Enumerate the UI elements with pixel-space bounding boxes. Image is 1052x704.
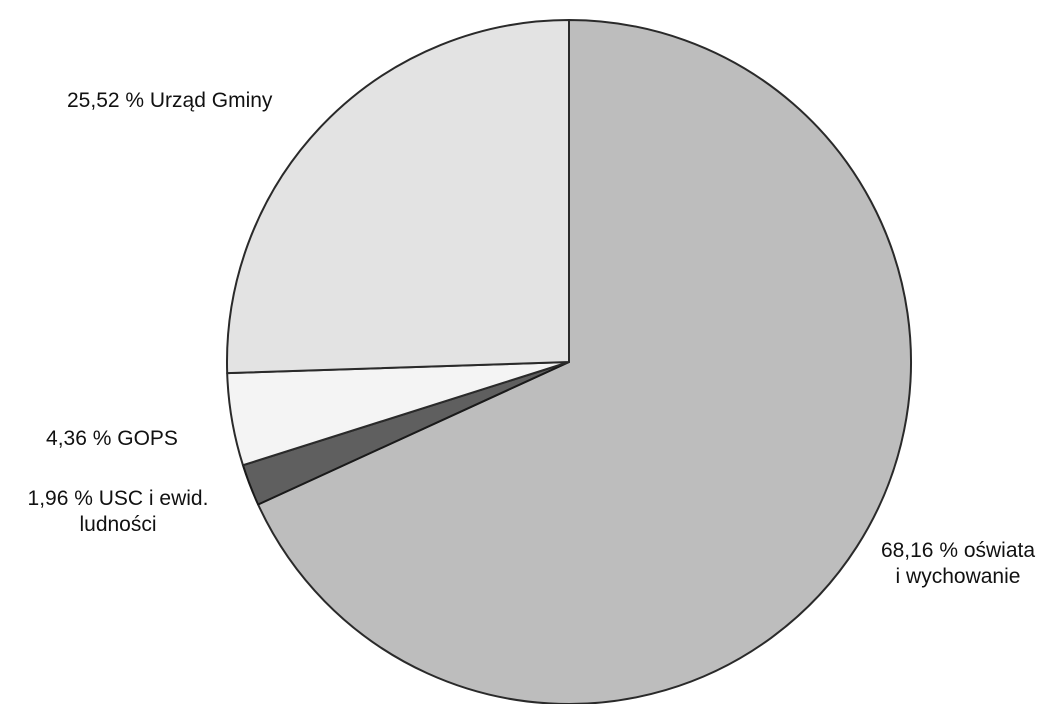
pie-labels: 68,16 % oświata i wychowanie 1,96 % USC i … [28, 89, 1036, 588]
pie-slice [257, 19, 912, 704]
pie-slice [226, 19, 570, 375]
slice-label-line: ludności [79, 513, 156, 536]
slice-label: 1,96 % USC i ewid. ludności [28, 487, 209, 536]
slice-label-line: 1,96 % USC i ewid. [28, 487, 209, 510]
slice-label-line: 25,52 % Urząd Gminy [67, 89, 273, 112]
pie-slices [226, 19, 912, 704]
slice-label: 4,36 % GOPS [46, 427, 178, 450]
slice-label-line: 68,16 % oświata [881, 539, 1035, 562]
slice-label-line: 4,36 % GOPS [46, 427, 178, 450]
slice-label: 25,52 % Urząd Gminy [67, 89, 273, 112]
slice-label-line: i wychowanie [896, 565, 1021, 588]
slice-label: 68,16 % oświata i wychowanie [881, 539, 1035, 588]
